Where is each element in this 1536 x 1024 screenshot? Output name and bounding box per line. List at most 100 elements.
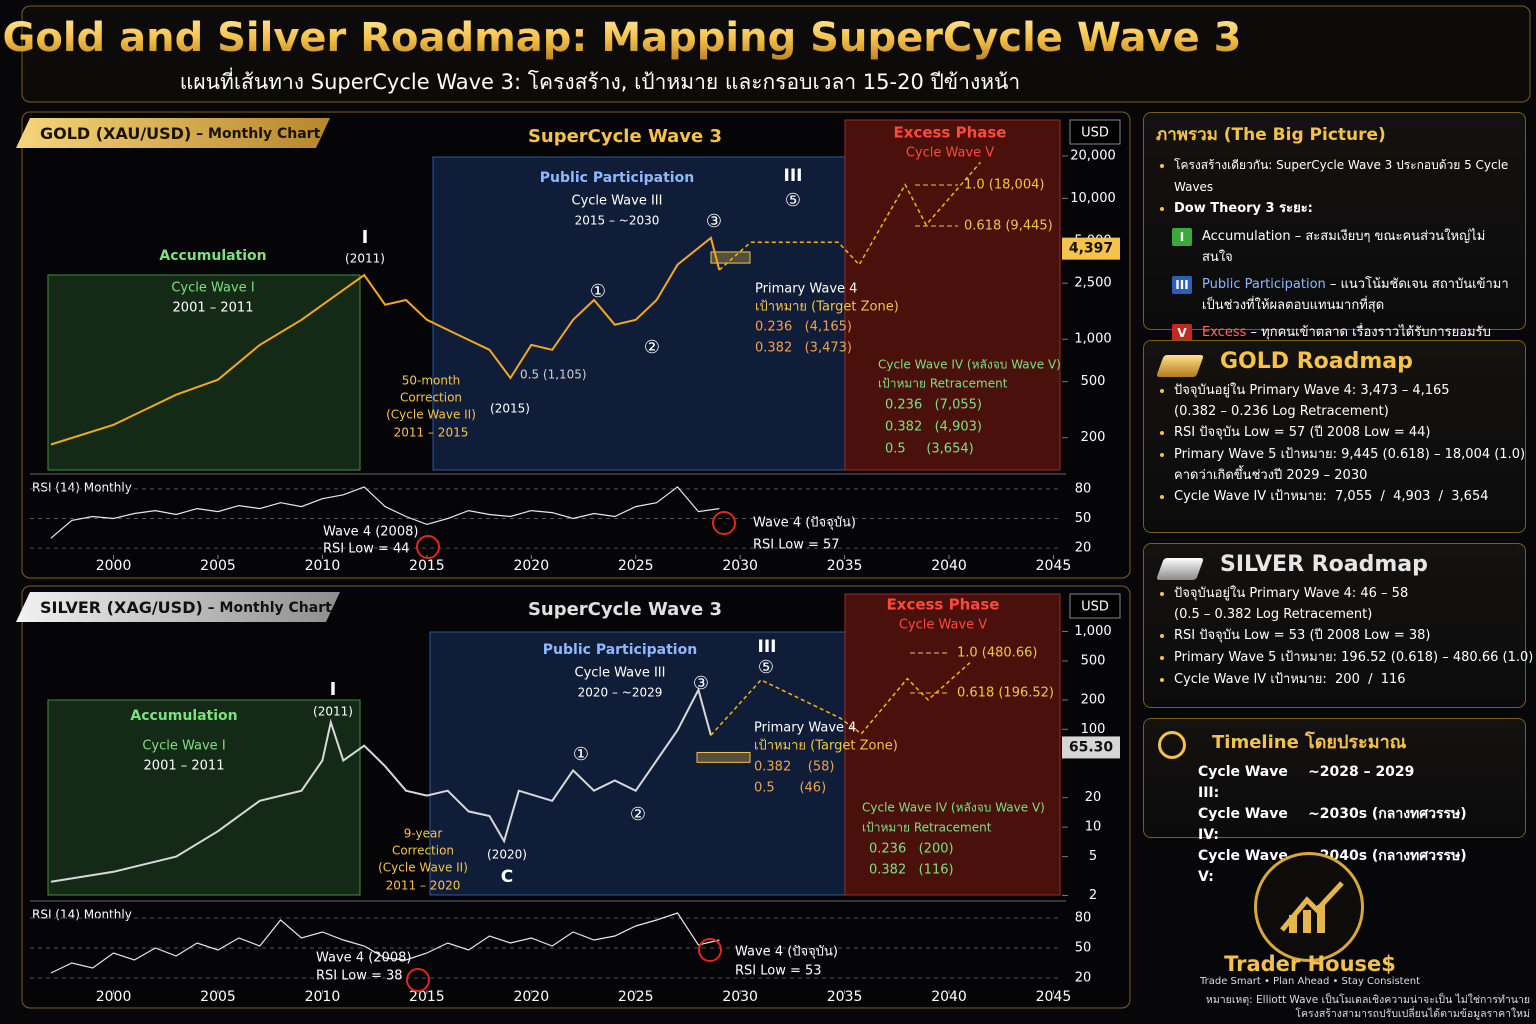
annotation: 0.236 (200) (869, 842, 954, 857)
y-tick-label: 500 (1081, 653, 1106, 668)
target-zone (710, 251, 751, 264)
annotation: Public Participation (543, 642, 697, 658)
list-item: โครงสร้างเดียวกัน: SuperCycle Wave 3 ประ… (1174, 154, 1513, 198)
annotation: (2020) (487, 848, 527, 862)
unit-box (1069, 119, 1121, 145)
list: ปัจจุบันอยู่ใน Primary Wave 4: 46 – 58 (0… (1156, 583, 1533, 691)
timeline-row: Cycle Wave III: ~2028 – 2029 (1198, 762, 1513, 804)
note: หมายเหตุ: Elliott Wave เป็นโมเดลเชิงความ… (1140, 993, 1530, 1021)
annotation: Cycle Wave I (171, 281, 254, 296)
chart-title: SuperCycle Wave 3 (528, 599, 722, 620)
phase-badge: V (1172, 324, 1192, 342)
phase-desc: เป็นช่วงที่ให้ผลตอบแทนมากที่สุด (1202, 298, 1385, 313)
x-tick-label: 2015 (409, 558, 445, 574)
panel-title: SILVER (XAG/USD) (40, 598, 203, 617)
x-tick-label: 2030 (722, 989, 758, 1005)
rsi-low-marker (406, 968, 430, 992)
logo-art (1280, 881, 1344, 933)
x-tick-label: 2045 (1036, 989, 1072, 1005)
rsi-low-marker (698, 938, 722, 962)
annotation: (Cycle Wave II) (386, 408, 476, 422)
annotation: I (330, 679, 337, 700)
rsi-tick-label: 20 (1075, 541, 1092, 556)
annotation: I (362, 227, 369, 248)
annotation: Cycle Wave III (575, 666, 666, 681)
rsi-title: RSI (14) Monthly (32, 908, 132, 922)
chart: SILVER (XAG/USD) – Monthly Chart SuperCyc… (16, 585, 1131, 1009)
phase-name: Public Participation (1202, 277, 1326, 292)
annotation: ③ (706, 211, 722, 232)
annotation: 0.618 (196.52) (957, 686, 1054, 701)
annotation: RSI Low = 44 (323, 542, 410, 557)
annotation: RSI Low = 38 (316, 969, 403, 984)
timeline-cell: Cycle Wave III: (1198, 764, 1288, 801)
list-item: RSI ปัจจุบัน Low = 53 (ปี 2008 Low = 38) (1174, 625, 1513, 647)
y-tick-label: 200 (1081, 692, 1106, 707)
brand-name: Trader House$ (1224, 952, 1396, 976)
annotation: (Cycle Wave II) (378, 861, 468, 875)
annotation: Cycle Wave III (572, 194, 663, 209)
annotation: Cycle Wave V (906, 146, 994, 161)
gold-bar-icon (1155, 355, 1205, 377)
clock-icon (1158, 731, 1186, 759)
annotation: Primary Wave 4 (754, 721, 856, 736)
phase-text: Public Participation – แนวโน้มชัดเจน สถา… (1202, 274, 1509, 316)
annotation: 2011 – 2015 (394, 426, 469, 440)
annotation: ③ (693, 673, 709, 694)
list-item: Primary Wave 5 เป้าหมาย: 9,445 (0.618) –… (1174, 444, 1525, 486)
panel-tag (16, 118, 330, 148)
x-tick-label: 2040 (931, 558, 967, 574)
timeline-cell: Cycle Wave IV: (1198, 806, 1288, 843)
timeline-row: Cycle Wave V: ~2040s (กลางทศวรรษ) (1198, 846, 1513, 888)
price-line (50, 687, 712, 883)
current-price-box (1062, 237, 1120, 260)
y-tick-label: 20 (1085, 790, 1102, 805)
current-price-label: 65.30 (1069, 739, 1114, 755)
list-item: Dow Theory 3 ระยะ: (1174, 198, 1513, 220)
item-sub: (0.382 – 0.236 Log Retracement) (1174, 404, 1389, 419)
gold-roadmap-panel: GOLD Roadmap ปัจจุบันอยู่ใน Primary Wave… (1143, 340, 1526, 533)
title: Gold and Silver Roadmap: Mapping SuperCy… (3, 15, 1242, 61)
chart-title: SuperCycle Wave 3 (528, 126, 722, 147)
x-tick-label: 2040 (931, 989, 967, 1005)
x-tick-label: 2035 (827, 989, 863, 1005)
annotation: (2015) (490, 402, 530, 416)
phase-text: Accumulation – สะสมเงียบๆ ขณะคนส่วนใหญ่ไ… (1202, 226, 1513, 268)
timeline-row: Cycle Wave IV: ~2030s (กลางทศวรรษ) (1198, 804, 1513, 846)
y-tick-label: 2,500 (1074, 276, 1111, 291)
annotation: Wave 4 (2008) (316, 951, 411, 966)
list-item: ปัจจุบันอยู่ใน Primary Wave 4: 3,473 – 4… (1174, 380, 1513, 422)
list-item: Cycle Wave IV เป้าหมาย: 7,055 / 4,903 / … (1174, 486, 1513, 508)
annotation: Primary Wave 4 (755, 282, 857, 297)
x-tick-label: 2010 (305, 558, 341, 574)
annotation: Wave 4 (ปัจจุบัน) (735, 945, 838, 960)
phase-region (844, 119, 1061, 471)
y-tick-label: 10 (1085, 820, 1102, 835)
rsi-line (50, 912, 720, 974)
annotation: Excess Phase (894, 124, 1007, 142)
current-price-label: 4,397 (1069, 241, 1113, 257)
item-text: RSI ปัจจุบัน Low = 53 (ปี 2008 Low = 38) (1174, 628, 1431, 643)
panel-subtitle: – Monthly Chart (191, 126, 320, 142)
annotation: Cycle Wave IV (หลังจบ Wave V) (878, 358, 1061, 372)
timeline-cell: Cycle Wave V: (1198, 848, 1288, 885)
rsi-title: RSI (14) Monthly (32, 481, 132, 495)
annotation: Wave 4 (2008) (323, 525, 418, 540)
big-picture-panel: ภาพรวม (The Big Picture) โครงสร้างเดียวก… (1143, 112, 1526, 361)
x-tick-label: 2000 (96, 558, 132, 574)
brand-logo (1254, 852, 1364, 962)
panel-title: Timeline โดยประมาณ (1212, 732, 1407, 753)
annotation: Public Participation (540, 170, 694, 186)
annotation: 2011 – 2020 (386, 879, 461, 893)
phase-row: I Accumulation – สะสมเงียบๆ ขณะคนส่วนใหญ่… (1172, 226, 1513, 268)
annotation: III (784, 166, 803, 186)
annotation: RSI Low = 57 (753, 538, 840, 553)
annotation: 0.382 (58) (754, 760, 834, 775)
phase-row: III Public Participation – แนวโน้มชัดเจน … (1172, 274, 1513, 316)
timeline-rows: Cycle Wave III: ~2028 – 2029 Cycle Wave IV… (1156, 762, 1513, 888)
annotation: 2001 – 2011 (144, 759, 225, 774)
annotation: Correction (392, 844, 454, 858)
annotation: ① (573, 744, 589, 765)
phase-region (47, 274, 361, 471)
